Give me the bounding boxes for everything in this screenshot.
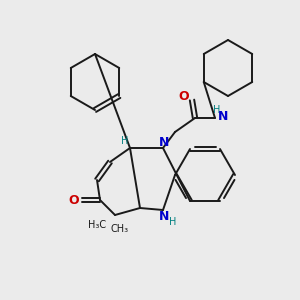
Text: N: N [159,211,169,224]
Text: N: N [159,136,169,148]
Text: H₃C: H₃C [88,220,106,230]
Text: O: O [69,194,79,206]
Text: H: H [169,217,177,227]
Text: H: H [213,105,221,115]
Text: CH₃: CH₃ [111,224,129,234]
Text: O: O [179,89,189,103]
Text: N: N [218,110,228,122]
Text: H: H [121,136,129,146]
